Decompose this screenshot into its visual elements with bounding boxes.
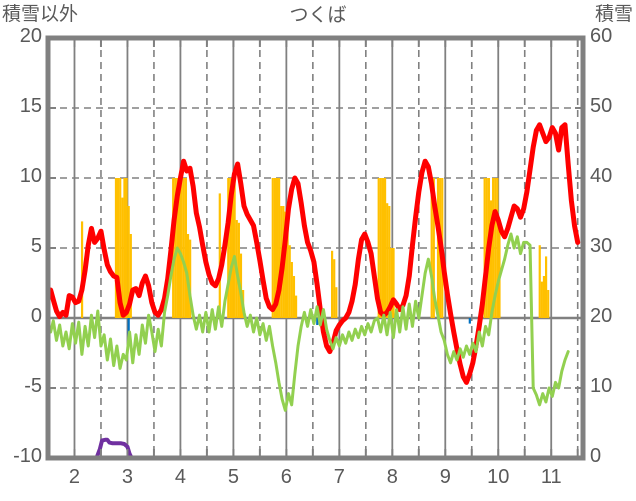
- orange_bar-item: [189, 239, 192, 318]
- orange_bar-item: [386, 203, 389, 318]
- orange_bar-item: [330, 250, 334, 318]
- y-axis-tick-label: 15: [19, 95, 42, 117]
- page-title: つくば: [289, 5, 347, 26]
- orange_bar-item: [292, 276, 296, 318]
- y2-axis-tick-label: 0: [590, 445, 602, 467]
- orange_bar-item: [182, 178, 185, 318]
- y2-axis-tick-label: 40: [590, 165, 613, 187]
- orange_bar-item: [184, 178, 187, 318]
- orange_bar-item: [498, 220, 501, 318]
- orange_bar-item: [127, 206, 130, 318]
- y2-axis-tick-label: 20: [590, 305, 613, 327]
- orange_bar-item: [379, 178, 382, 318]
- orange_bar-item: [271, 178, 274, 318]
- y-axis-tick-label: 0: [30, 305, 42, 327]
- orange_bar-item: [286, 228, 289, 318]
- orange_bar-item: [218, 193, 221, 318]
- x-axis-tick-label: 3: [121, 466, 134, 488]
- orange_bar-item: [129, 234, 132, 318]
- left-axis-title: 積雪以外: [2, 4, 79, 25]
- orange_bar-item: [119, 178, 122, 318]
- orange_bar-item: [294, 295, 298, 318]
- x-axis-tick-label: 10: [487, 466, 510, 488]
- orange_bar-item: [275, 178, 279, 318]
- orange_bar-item: [335, 287, 338, 318]
- red_line: [48, 122, 581, 385]
- orange_bar-item: [547, 290, 550, 318]
- orange_bar-item: [178, 178, 181, 318]
- orange_bar-item: [123, 178, 126, 318]
- x-axis-tick-label: 9: [439, 466, 451, 488]
- orange_bar-item: [483, 178, 486, 318]
- orange_bar-item: [544, 256, 548, 318]
- orange_bar-item: [381, 178, 385, 318]
- orange_bar-item: [538, 245, 541, 318]
- orange_bar-item: [383, 178, 387, 318]
- y-axis-tick-label: -10: [13, 445, 42, 467]
- blue_bar-item: [316, 318, 319, 325]
- orange_bar-item: [492, 178, 495, 318]
- x-axis-tick-label: 6: [280, 466, 292, 488]
- orange_bar-item: [229, 178, 232, 318]
- orange_bar-item: [540, 281, 543, 318]
- orange_bar-item: [542, 276, 546, 318]
- x-axis-tick-label: 5: [227, 466, 239, 488]
- orange_bar-item: [174, 178, 177, 318]
- orange_bar-item: [290, 262, 293, 318]
- y2-axis-tick-label: 10: [590, 375, 613, 397]
- y-axis-tick-label: 10: [19, 165, 42, 187]
- orange_bar-item: [231, 178, 234, 318]
- blue_bar-item: [468, 318, 471, 324]
- orange_bar-item: [227, 178, 230, 318]
- orange_bar-item: [273, 178, 276, 318]
- orange_bar-item: [284, 211, 287, 318]
- orange_bar-item: [496, 178, 499, 318]
- orange_bar-item: [233, 178, 236, 318]
- orange_bar-item: [80, 221, 84, 318]
- orange_bar-item: [121, 197, 124, 318]
- right-axis-title: 積雪: [594, 4, 633, 25]
- tick-marks: [48, 38, 583, 458]
- orange_bar-item: [494, 178, 497, 318]
- x-axis-tick-label: 4: [174, 466, 186, 488]
- orange_bar-item: [125, 178, 128, 318]
- blue_bar-item: [127, 318, 130, 341]
- orange_bar-item: [180, 178, 183, 318]
- orange_bar-item: [392, 248, 395, 318]
- orange_bar-item: [489, 200, 493, 318]
- x-axis-tick-label: 2: [68, 466, 81, 488]
- y-axis-tick-label: 5: [30, 235, 42, 257]
- orange_bar-item: [432, 178, 435, 318]
- orange_bar-item: [237, 222, 240, 318]
- x-axis-tick-label: 8: [386, 466, 398, 488]
- orange_bar-item: [278, 178, 281, 318]
- orange_bar-item: [388, 206, 391, 318]
- y2-axis-tick-label: 60: [590, 25, 613, 47]
- orange_bar-item: [333, 259, 336, 318]
- y-axis-tick-label: -5: [24, 375, 42, 397]
- y2-axis-tick-label: 50: [590, 95, 613, 117]
- orange_bar-item: [430, 178, 433, 318]
- green_line: [49, 232, 570, 412]
- x-axis-tick-label: 11: [540, 466, 562, 488]
- y2-axis-tick-label: 30: [590, 235, 613, 257]
- orange_bar-item: [390, 248, 393, 318]
- orange_bar-item: [436, 178, 440, 318]
- orange_bar-item: [377, 178, 380, 318]
- orange_bar-item: [114, 178, 118, 318]
- orange_bar-item: [288, 245, 291, 318]
- y-axis-tick-label: 20: [19, 25, 42, 47]
- x-axis-tick-label: 7: [333, 466, 345, 488]
- orange_bar-item: [116, 178, 120, 318]
